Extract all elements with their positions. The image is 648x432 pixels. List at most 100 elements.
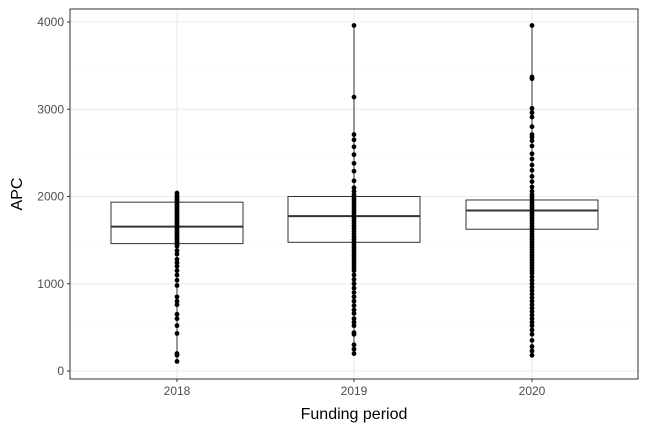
data-point-2020 — [529, 316, 535, 322]
data-point-2018 — [174, 359, 180, 364]
data-point-2018 — [174, 298, 180, 304]
data-point-2018 — [174, 268, 180, 274]
y-axis-title: APC — [9, 178, 26, 211]
data-point-2020 — [529, 305, 535, 311]
data-point-2019 — [351, 307, 357, 313]
point-series — [174, 23, 535, 364]
data-point-2020 — [529, 288, 535, 294]
data-point-2018 — [174, 272, 180, 278]
data-point-2020 — [529, 291, 535, 297]
data-point-2020 — [529, 134, 535, 140]
data-point-2019 — [351, 132, 357, 137]
data-point-2018 — [174, 302, 180, 308]
data-point-2020 — [529, 110, 535, 116]
data-point-2019 — [351, 94, 357, 100]
y-tick-label: 2000 — [37, 190, 64, 204]
data-point-2020 — [529, 331, 535, 337]
data-point-2020 — [529, 281, 535, 287]
data-point-2020 — [529, 319, 535, 325]
data-point-2020 — [529, 188, 535, 194]
data-point-2019 — [351, 342, 357, 348]
data-point-2020 — [529, 298, 535, 304]
data-point-2020 — [529, 312, 535, 318]
data-point-2020 — [529, 179, 535, 185]
data-point-2020 — [529, 167, 535, 173]
data-point-2019 — [351, 290, 357, 295]
data-point-2018 — [174, 256, 180, 262]
data-point-2020 — [529, 274, 535, 280]
data-point-2019 — [351, 319, 357, 325]
data-point-2019 — [351, 285, 357, 291]
data-point-2020 — [529, 162, 535, 168]
data-point-2018 — [174, 283, 180, 288]
data-point-2018 — [174, 243, 180, 249]
data-point-2019 — [351, 137, 357, 143]
data-point-2019 — [351, 185, 357, 191]
data-point-2019 — [351, 160, 357, 166]
y-tick-label: 3000 — [37, 102, 64, 116]
x-tick-label: 2019 — [341, 384, 368, 398]
data-point-2020 — [529, 348, 535, 354]
data-point-2019 — [351, 323, 357, 329]
data-point-2020 — [529, 344, 535, 349]
data-point-2018 — [174, 260, 180, 266]
data-point-2020 — [529, 323, 535, 329]
data-point-2020 — [529, 114, 535, 120]
data-point-2020 — [529, 284, 535, 290]
data-point-2019 — [351, 303, 357, 308]
x-tick-label: 2018 — [164, 384, 191, 398]
data-point-2020 — [529, 156, 535, 162]
data-point-2019 — [351, 346, 357, 352]
data-point-2020 — [529, 23, 535, 28]
data-point-2020 — [529, 270, 535, 276]
data-point-2019 — [351, 281, 357, 287]
data-point-2019 — [351, 168, 357, 174]
data-point-2018 — [174, 251, 180, 257]
data-point-2020 — [529, 76, 535, 82]
data-point-2020 — [529, 151, 535, 157]
data-point-2020 — [529, 309, 535, 315]
data-point-2020 — [529, 138, 535, 144]
data-point-2018 — [174, 277, 180, 283]
data-point-2020 — [529, 277, 535, 283]
data-point-2020 — [529, 338, 535, 343]
data-point-2019 — [351, 316, 357, 322]
data-point-2019 — [351, 298, 357, 304]
data-point-2019 — [351, 268, 357, 274]
data-point-2020 — [529, 184, 535, 190]
data-point-2018 — [174, 263, 180, 269]
data-point-2018 — [174, 352, 180, 358]
data-point-2019 — [351, 152, 357, 158]
data-point-2020 — [529, 124, 535, 130]
x-axis-title: Funding period — [301, 406, 408, 423]
y-axis: 0 1000 2000 3000 4000 — [37, 15, 70, 378]
data-point-2018 — [174, 331, 180, 336]
data-point-2019 — [351, 311, 357, 316]
data-point-2020 — [529, 352, 535, 358]
data-point-2019 — [351, 276, 357, 282]
data-point-2020 — [529, 174, 535, 179]
data-point-2018 — [174, 323, 180, 329]
data-point-2019 — [351, 178, 357, 184]
data-point-2019 — [351, 188, 357, 194]
y-tick-label: 0 — [57, 364, 64, 378]
data-point-2020 — [529, 295, 535, 301]
data-point-2019 — [351, 331, 357, 337]
data-point-2018 — [174, 294, 180, 300]
x-axis: 2018 2019 2020 — [164, 379, 546, 398]
data-point-2019 — [351, 272, 357, 278]
data-point-2019 — [351, 351, 357, 356]
data-point-2020 — [529, 105, 535, 111]
data-point-2019 — [351, 23, 357, 28]
y-tick-label: 1000 — [37, 277, 64, 291]
x-tick-label: 2020 — [519, 384, 546, 398]
data-point-2020 — [529, 327, 535, 333]
data-point-2018 — [174, 248, 180, 253]
data-point-2019 — [351, 294, 357, 300]
data-point-2020 — [529, 143, 535, 149]
data-point-2020 — [529, 302, 535, 308]
data-point-2019 — [351, 144, 357, 150]
data-point-2018 — [174, 311, 180, 317]
data-point-2018 — [174, 316, 180, 322]
